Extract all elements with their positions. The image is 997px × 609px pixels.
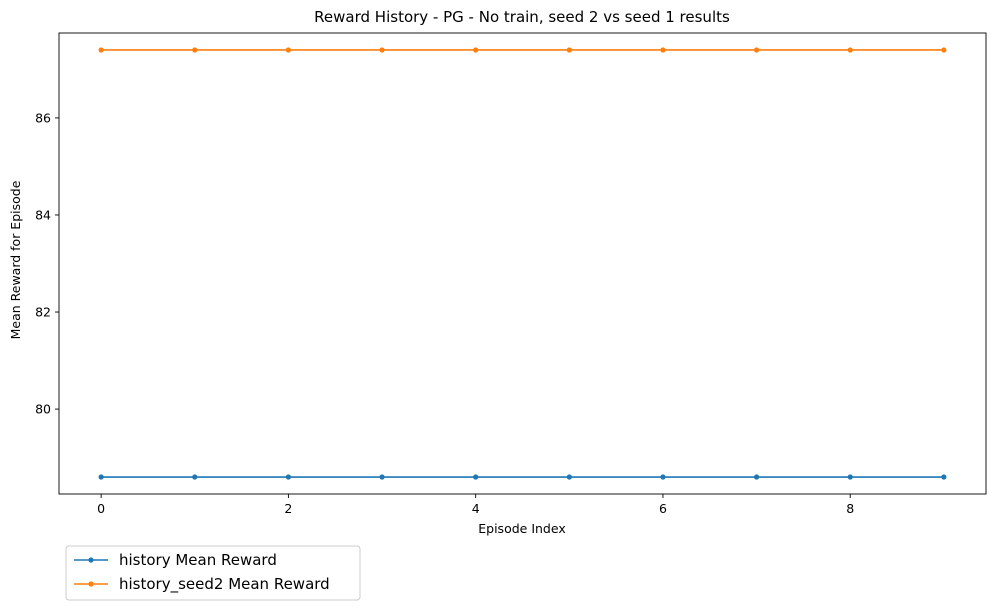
series-2-point: [192, 47, 198, 53]
series-1-point: [566, 474, 572, 480]
series-2-point: [285, 47, 292, 53]
series-2-point: [473, 47, 479, 53]
series-2-point: [660, 47, 666, 53]
series-1-point: [285, 474, 292, 480]
x-tick-label: 6: [659, 501, 667, 516]
series-1-point: [98, 474, 104, 480]
series-2-point: [753, 47, 760, 53]
series-2-point: [98, 47, 104, 53]
legend-marker-2: [88, 581, 94, 587]
x-axis-label: Episode Index: [478, 521, 565, 536]
plot-frame: [58, 32, 987, 495]
y-axis-label: Mean Reward for Episode: [8, 180, 23, 339]
x-tick-label: 8: [846, 501, 854, 516]
series-1-point: [379, 474, 385, 480]
y-tick-label: 86: [35, 110, 51, 125]
legend-box: [65, 545, 361, 601]
x-tick-label: 2: [284, 501, 292, 516]
axes-layer: 0 2 4 6 8 80 82 84 86: [35, 32, 987, 516]
legend-marker-1: [88, 557, 94, 563]
x-tick-label: 0: [97, 501, 105, 516]
y-tick-label: 80: [35, 402, 51, 417]
series-2-point: [566, 47, 572, 53]
series-2-point: [379, 47, 385, 53]
series-1-point: [660, 474, 666, 480]
series-1-point: [753, 474, 760, 480]
legend-label-1: history Mean Reward: [119, 551, 277, 569]
chart-title: Reward History - PG - No train, seed 2 v…: [314, 8, 730, 26]
series-2-point: [941, 47, 947, 53]
legend: history Mean Reward history_seed2 Mean Re…: [65, 545, 361, 601]
series-1-point: [941, 474, 947, 480]
x-tick-label: 4: [472, 501, 480, 516]
series-1-point: [473, 474, 479, 480]
legend-label-2: history_seed2 Mean Reward: [119, 575, 330, 594]
series-layer: [98, 47, 947, 480]
y-tick-label: 82: [35, 305, 51, 320]
series-1-point: [192, 474, 198, 480]
y-tick-label: 84: [35, 207, 51, 222]
series-1-point: [847, 474, 853, 480]
series-2-point: [847, 47, 853, 53]
